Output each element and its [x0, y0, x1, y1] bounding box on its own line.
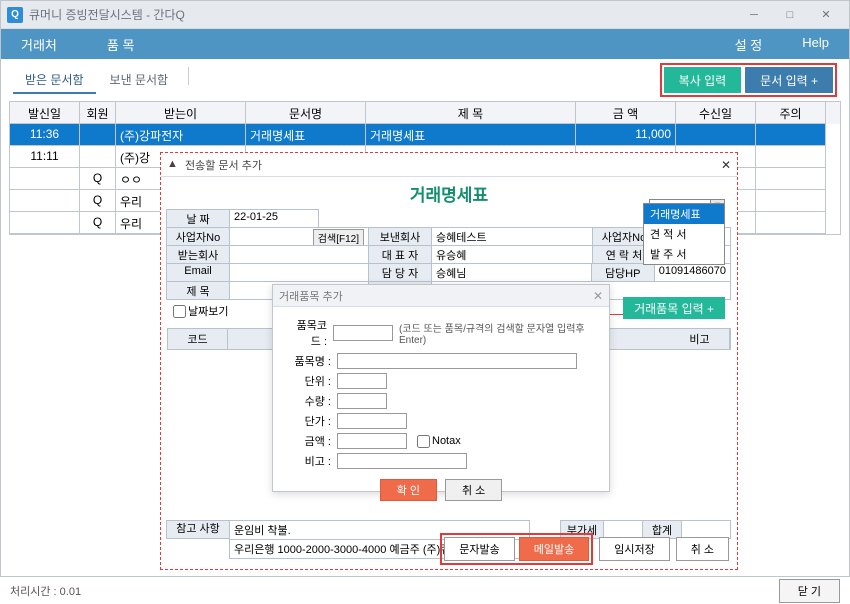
modal-icon: ▲	[167, 158, 181, 172]
qty-input[interactable]	[337, 393, 387, 409]
date-field[interactable]: 22-01-25	[229, 209, 319, 228]
window-title: 큐머니 증빙전달시스템 - 간다Q	[29, 6, 185, 23]
unit-label: 단위 :	[287, 373, 331, 389]
recv-label: 받는회사	[166, 245, 230, 264]
close-window-button[interactable]: 닫 기	[779, 579, 840, 603]
cancel-button[interactable]: 취 소	[676, 537, 729, 561]
menu-vendor[interactable]: 거래처	[21, 35, 57, 54]
hp-label: 담당HP	[591, 263, 655, 282]
close-button[interactable]: ✕	[809, 4, 843, 26]
toolbar-highlight-box: 복사 입력 문서 입력 +	[660, 63, 837, 97]
cancel2-button[interactable]: 취 소	[445, 479, 502, 501]
recv-field[interactable]	[229, 245, 369, 264]
dropdown-item[interactable]: 발 주 서	[644, 244, 724, 264]
rep-field: 유승혜	[431, 245, 593, 264]
new-doc-button[interactable]: 문서 입력 +	[745, 67, 833, 93]
modal2-close-button[interactable]: ✕	[593, 289, 603, 303]
notax-checkbox[interactable]	[417, 435, 430, 448]
dropdown-item[interactable]: 견 적 서	[644, 224, 724, 244]
price-input[interactable]	[337, 413, 407, 429]
add-item-button[interactable]: 거래품목 입력 +	[623, 297, 725, 319]
search-button[interactable]: 검색[F12]	[313, 229, 364, 246]
name-input[interactable]	[337, 353, 577, 369]
statusbar: 처리시간 : 0.01 닫 기	[0, 576, 850, 604]
titlebar: Q 큐머니 증빙전달시스템 - 간다Q ─ □ ✕	[1, 1, 849, 29]
col-recipient: 받는이	[116, 102, 246, 124]
tab-inbox[interactable]: 받은 문서함	[13, 67, 96, 94]
modal2-title: 거래품목 추가	[279, 288, 343, 304]
doc-type-dropdown: 거래명세표 견 적 서 발 주 서	[643, 203, 725, 265]
col-amount: 금 액	[576, 102, 676, 124]
sms-send-button[interactable]: 문자발송	[444, 537, 514, 561]
mgr-field: 승혜님	[431, 263, 592, 282]
list-col-memo: 비고	[670, 329, 730, 349]
date-label: 날 짜	[166, 209, 230, 228]
bizno-label: 사업자No	[166, 227, 230, 246]
menu-settings[interactable]: 설 정	[735, 35, 763, 54]
ok-button[interactable]: 확 인	[380, 479, 437, 501]
toolbar: 받은 문서함 보낸 문서함 복사 입력 문서 입력 +	[1, 59, 849, 101]
minimize-button[interactable]: ─	[737, 4, 771, 26]
notax-label: Notax	[432, 435, 461, 447]
rep-label: 대 표 자	[368, 245, 432, 264]
menubar: 거래처 품 목 설 정 Help	[1, 29, 849, 59]
send-highlight-box: 문자발송 메일발송	[440, 533, 593, 565]
col-recvdate: 수신일	[676, 102, 756, 124]
col-title: 제 목	[366, 102, 576, 124]
menu-help[interactable]: Help	[802, 35, 829, 54]
mail-send-button[interactable]: 메일발송	[519, 537, 589, 561]
copy-input-button[interactable]: 복사 입력	[664, 67, 742, 93]
subj-label: 제 목	[166, 281, 230, 300]
email-field[interactable]	[229, 263, 369, 282]
code-label: 품목코드 :	[287, 317, 327, 349]
table-row[interactable]: 11:36 (주)강파전자 거래명세표 거래명세표 11,000	[10, 124, 840, 146]
dropdown-item[interactable]: 거래명세표	[644, 204, 724, 224]
col-note: 주의	[756, 102, 826, 124]
name-label: 품목명 :	[287, 353, 331, 369]
unit-input[interactable]	[337, 373, 387, 389]
add-item-modal: 거래품목 추가 ✕ 품목코드 : (코드 또는 품목/규격의 검색할 문자열 입…	[272, 284, 610, 492]
app-icon: Q	[7, 7, 23, 23]
code-hint: (코드 또는 품목/규격의 검색할 문자열 입력후 Enter)	[399, 320, 595, 346]
showdate-checkbox[interactable]	[173, 305, 186, 318]
maximize-button[interactable]: □	[773, 4, 807, 26]
code-input[interactable]	[333, 325, 393, 341]
qty-label: 수량 :	[287, 393, 331, 409]
processing-time: 처리시간 : 0.01	[10, 583, 81, 599]
col-member: 회원	[80, 102, 116, 124]
col-docname: 문서명	[246, 102, 366, 124]
sender-field: 승혜테스트	[431, 227, 593, 246]
mgr-label: 담 당 자	[368, 263, 432, 282]
sender-label: 보낸회사	[368, 227, 432, 246]
showdate-label: 날짜보기	[188, 303, 228, 319]
memo-label: 비고 :	[287, 453, 331, 469]
bizno-field[interactable]: 검색[F12]	[229, 227, 369, 246]
tab-sent[interactable]: 보낸 문서함	[98, 67, 181, 94]
amt-label: 금액 :	[287, 433, 331, 449]
list-col-code: 코드	[168, 329, 228, 349]
email-label: Email	[166, 263, 230, 282]
menu-item[interactable]: 품 목	[107, 35, 135, 54]
col-sentdate: 발신일	[10, 102, 80, 124]
price-label: 단가 :	[287, 413, 331, 429]
note-label: 참고 사항	[166, 520, 230, 539]
amt-input[interactable]	[337, 433, 407, 449]
modal-title: 전송할 문서 추가	[185, 157, 262, 173]
temp-save-button[interactable]: 임시저장	[599, 537, 669, 561]
modal-close-button[interactable]: ✕	[721, 158, 731, 172]
memo-input[interactable]	[337, 453, 467, 469]
